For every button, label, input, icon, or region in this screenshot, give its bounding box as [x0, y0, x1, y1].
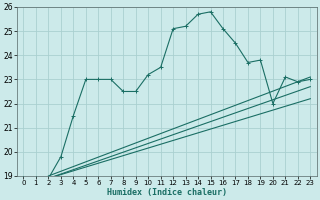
X-axis label: Humidex (Indice chaleur): Humidex (Indice chaleur): [107, 188, 227, 197]
